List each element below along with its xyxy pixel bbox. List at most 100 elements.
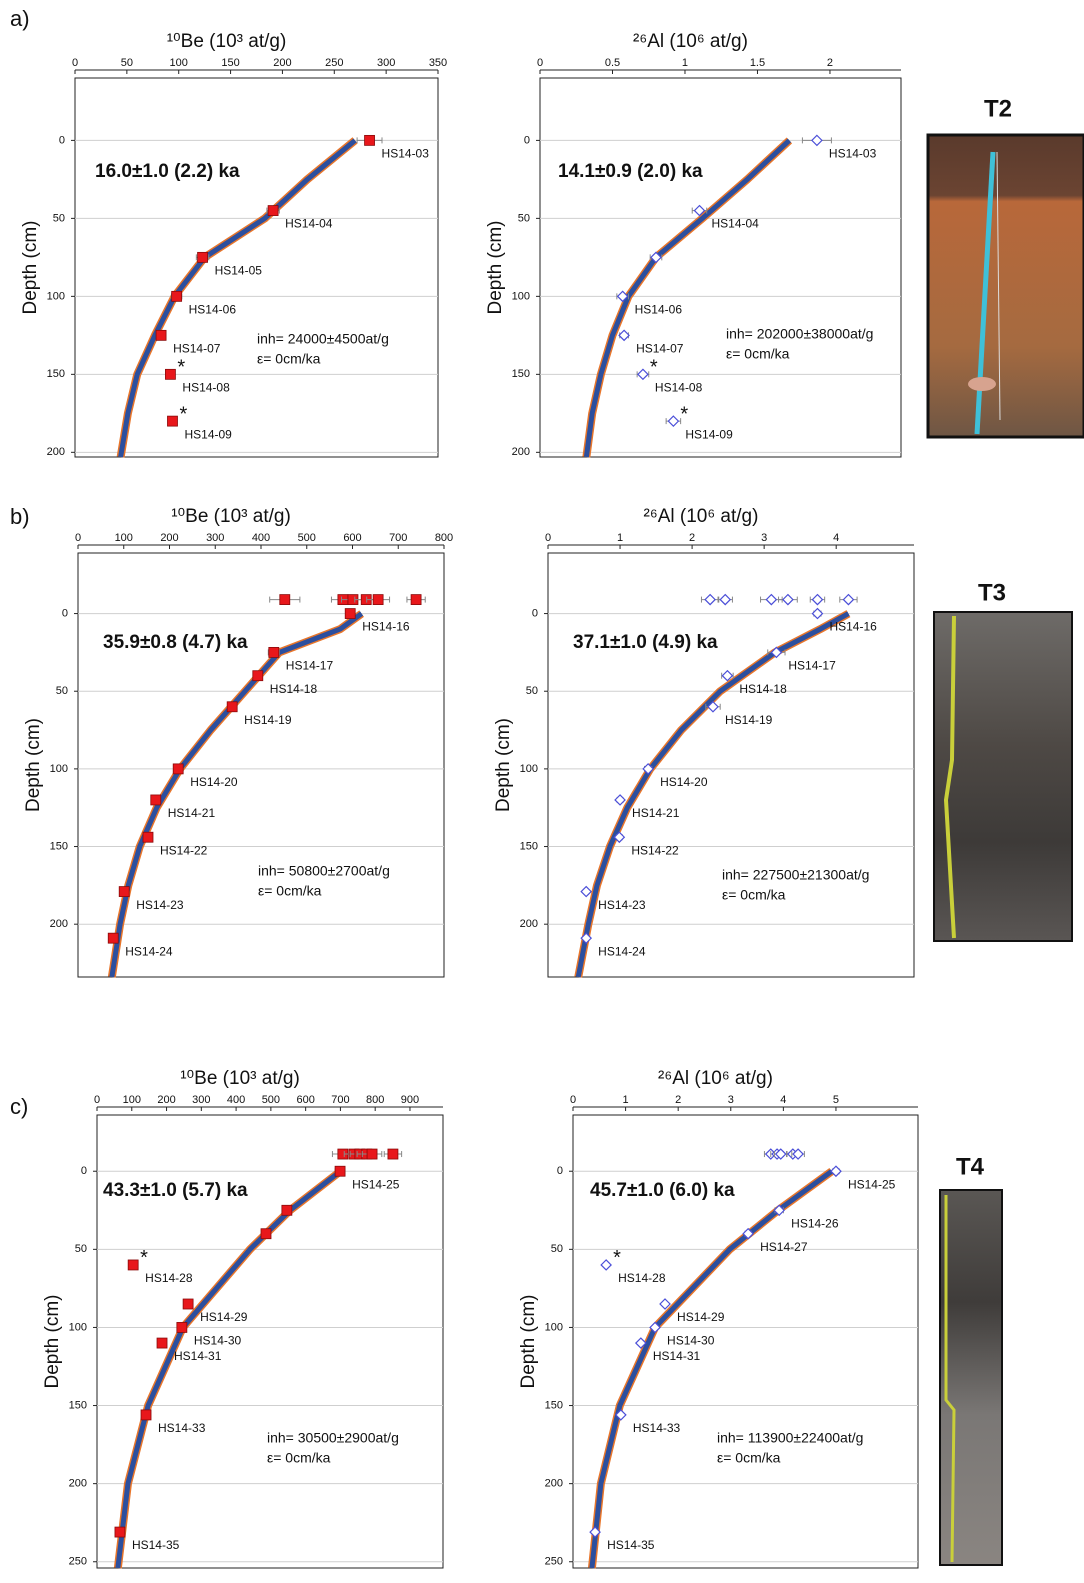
panel-label: a) (10, 6, 30, 31)
age-label: 35.9±0.8 (4.7) ka (103, 632, 248, 653)
erosion-label: ε= 0cm/ka (257, 351, 321, 367)
x-tick-label: 0 (545, 532, 551, 544)
inheritance-label: inh= 30500±2900at/g (267, 1430, 399, 1446)
chart: 0501001502000100200300400500600700800¹⁰B… (23, 506, 453, 977)
photo (928, 135, 1084, 437)
sample-label: HS14-06 (189, 303, 237, 317)
data-point (282, 1205, 292, 1215)
sample-label: HS14-35 (132, 1538, 180, 1552)
x-tick-label: 200 (157, 1094, 175, 1106)
y-tick-label: 200 (50, 918, 68, 930)
y-tick-label: 50 (56, 685, 68, 697)
age-label: 37.1±1.0 (4.9) ka (573, 632, 718, 653)
data-point (388, 1149, 398, 1159)
sample-label: HS14-16 (362, 620, 410, 634)
sample-label: HS14-23 (136, 898, 184, 912)
x-tick-label: 600 (343, 532, 361, 544)
erosion-label: ε= 0cm/ka (258, 883, 322, 899)
sample-label: HS14-24 (125, 944, 173, 958)
data-point (143, 832, 153, 842)
sample-label: HS14-27 (760, 1240, 808, 1254)
x-tick-label: 4 (780, 1094, 786, 1106)
x-tick-label: 300 (206, 532, 224, 544)
tool (968, 377, 996, 391)
x-tick-label: 250 (325, 57, 343, 69)
y-axis-title: Depth (cm) (518, 1295, 539, 1389)
y-tick-label: 50 (53, 212, 65, 224)
data-point (367, 1149, 377, 1159)
x-tick-label: 350 (429, 57, 447, 69)
data-point (345, 609, 355, 619)
x-tick-label: 700 (389, 532, 407, 544)
sample-label: HS14-08 (655, 381, 703, 395)
data-point (261, 1229, 271, 1239)
sample-label: HS14-20 (660, 775, 708, 789)
sample-label: HS14-18 (739, 682, 787, 696)
sample-label: HS14-25 (848, 1177, 896, 1191)
x-axis-title: ¹⁰Be (10³ at/g) (171, 506, 291, 527)
photo-t3: T3 (934, 579, 1072, 941)
sample-label: HS14-03 (829, 147, 877, 161)
sample-label: HS14-35 (607, 1538, 655, 1552)
y-tick-label: 150 (545, 1399, 563, 1411)
x-tick-label: 2 (827, 57, 833, 69)
data-point (165, 369, 175, 379)
x-tick-label: 0 (75, 532, 81, 544)
data-point (151, 795, 161, 805)
sample-label: HS14-26 (791, 1216, 839, 1230)
y-tick-label: 100 (50, 763, 68, 775)
x-axis-title: ²⁶Al (10⁶ at/g) (658, 1068, 773, 1089)
y-tick-label: 0 (524, 134, 530, 146)
sample-label: HS14-04 (285, 217, 333, 231)
y-axis-title: Depth (cm) (20, 221, 41, 315)
data-point (253, 671, 263, 681)
x-tick-label: 150 (221, 57, 239, 69)
photo-title: T2 (984, 95, 1012, 122)
data-point (141, 1410, 151, 1420)
x-tick-label: 1 (682, 57, 688, 69)
y-tick-label: 200 (545, 1478, 563, 1490)
inheritance-label: inh= 202000±38000at/g (726, 326, 873, 342)
sample-label: HS14-08 (182, 381, 230, 395)
sample-label: HS14-17 (286, 659, 334, 673)
data-point (373, 595, 383, 605)
y-tick-label: 150 (50, 840, 68, 852)
y-tick-label: 200 (47, 446, 65, 458)
sample-label: HS14-09 (184, 427, 232, 441)
x-tick-label: 800 (366, 1094, 384, 1106)
sample-label: HS14-17 (788, 659, 836, 673)
plot-frame (548, 553, 914, 977)
x-tick-label: 800 (435, 532, 453, 544)
sample-label: HS14-04 (711, 217, 759, 231)
y-tick-label: 200 (69, 1478, 87, 1490)
x-tick-label: 0 (537, 57, 543, 69)
y-axis-title: Depth (cm) (493, 718, 514, 812)
x-tick-label: 3 (728, 1094, 734, 1106)
sample-label: HS14-24 (598, 944, 646, 958)
sample-label: HS14-05 (215, 264, 263, 278)
erosion-label: ε= 0cm/ka (717, 1450, 781, 1466)
sample-label: HS14-29 (200, 1310, 248, 1324)
panel-label: b) (10, 504, 30, 529)
sample-label: HS14-31 (174, 1349, 222, 1363)
y-tick-label: 150 (47, 368, 65, 380)
data-point (119, 887, 129, 897)
y-tick-label: 150 (69, 1399, 87, 1411)
x-tick-label: 0.5 (605, 57, 620, 69)
sample-label: HS14-19 (725, 713, 773, 727)
outlier-flag: * (650, 357, 658, 379)
x-tick-label: 0 (94, 1094, 100, 1106)
inheritance-label: inh= 50800±2700at/g (258, 863, 390, 879)
sample-label: HS14-25 (352, 1177, 400, 1191)
y-tick-label: 200 (520, 918, 538, 930)
x-tick-label: 200 (160, 532, 178, 544)
x-tick-label: 500 (298, 532, 316, 544)
data-point (173, 764, 183, 774)
sample-label: HS14-16 (829, 620, 877, 634)
x-tick-label: 100 (170, 57, 188, 69)
outlier-flag: * (140, 1247, 148, 1269)
x-tick-label: 300 (377, 57, 395, 69)
x-axis-title: ¹⁰Be (10³ at/g) (180, 1068, 300, 1089)
